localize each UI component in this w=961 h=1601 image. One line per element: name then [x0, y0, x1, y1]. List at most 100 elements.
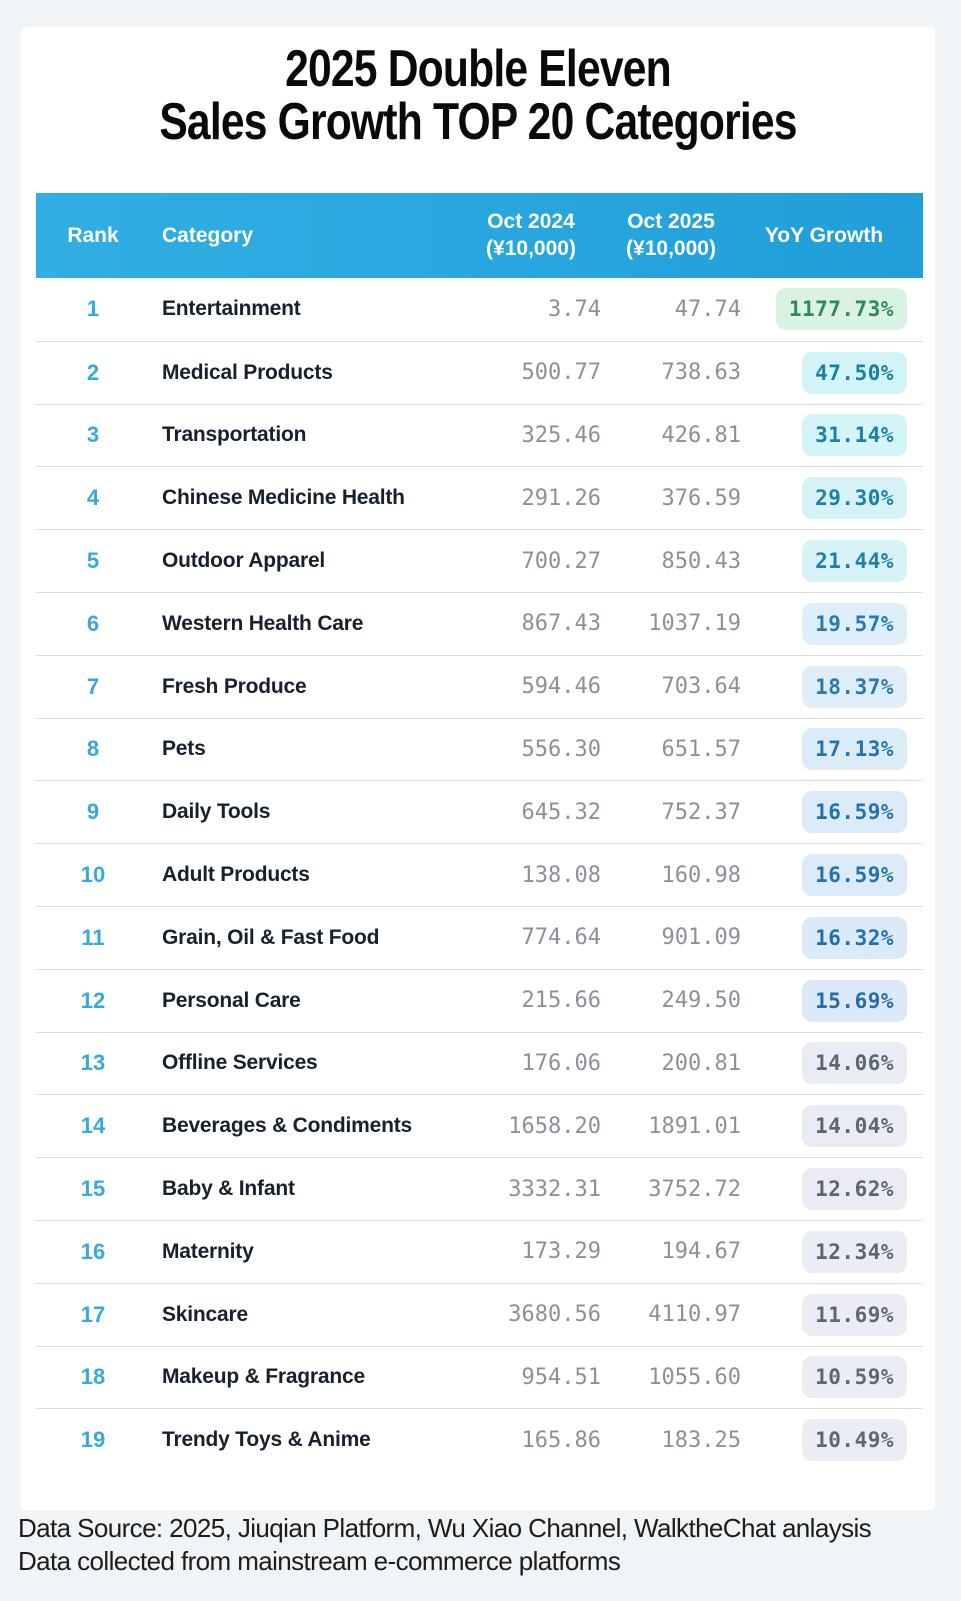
- category-cell: Grain, Oil & Fast Food: [162, 925, 380, 949]
- yoy-growth-cell: 17.13%: [741, 728, 923, 771]
- sales-growth-table: Rank Category Oct 2024 (¥10,000) Oct 202…: [36, 193, 923, 1471]
- oct-2025-value-cell: 850.43: [661, 548, 741, 574]
- table-row: 18 Makeup & Fragrance 954.51 1055.60 10.…: [36, 1345, 923, 1409]
- rank-cell: 9: [86, 799, 100, 825]
- oct-2024-value-cell: 176.06: [521, 1050, 601, 1076]
- rank-cell: 14: [80, 1113, 106, 1139]
- oct-2024-value-cell: 165.86: [521, 1427, 601, 1453]
- oct-2025-value-cell: 426.81: [661, 422, 741, 448]
- oct-2025-value-cell: 47.74: [674, 296, 741, 322]
- rank-cell: 10: [80, 862, 106, 888]
- table-row: 15 Baby & Infant 3332.31 3752.72 12.62%: [36, 1157, 923, 1220]
- oct-2025-value-cell: 1037.19: [648, 611, 741, 637]
- table-header-row: Rank Category Oct 2024 (¥10,000) Oct 202…: [36, 193, 923, 278]
- oct-2025-value-cell: 651.57: [661, 736, 741, 762]
- yoy-growth-cell: 21.44%: [741, 540, 923, 583]
- growth-badge: 18.37%: [802, 665, 907, 708]
- oct-2024-value-cell: 3.74: [548, 296, 601, 322]
- yoy-growth-cell: 1177.73%: [741, 288, 923, 331]
- growth-badge: 21.44%: [802, 540, 907, 583]
- oct-2024-value-cell: 700.27: [521, 548, 601, 574]
- oct-2025-value-cell: 200.81: [661, 1050, 741, 1076]
- growth-badge: 11.69%: [802, 1293, 907, 1336]
- table-row: 12 Personal Care 215.66 249.50 15.69%: [36, 968, 923, 1032]
- rank-cell: 17: [80, 1301, 106, 1327]
- rank-cell: 4: [86, 485, 100, 511]
- oct-2024-value-cell: 774.64: [521, 925, 601, 951]
- category-cell: Outdoor Apparel: [162, 549, 326, 573]
- rank-cell: 7: [86, 673, 100, 699]
- column-header-oct-2025: Oct 2025 (¥10,000): [626, 210, 716, 260]
- growth-badge: 16.59%: [802, 791, 907, 834]
- growth-badge: 16.59%: [802, 854, 907, 897]
- rank-cell: 15: [80, 1176, 106, 1202]
- oct-2024-value-cell: 3680.56: [508, 1302, 601, 1328]
- category-cell: Daily Tools: [162, 800, 271, 824]
- column-header-category: Category: [162, 223, 254, 247]
- table-row: 13 Offline Services 176.06 200.81 14.06%: [36, 1031, 923, 1095]
- oct-2024-value-cell: 500.77: [521, 360, 601, 386]
- title-line-2: Sales Growth TOP 20 Categories: [159, 93, 797, 151]
- oct-2025-value-cell: 160.98: [661, 862, 741, 888]
- category-cell: Maternity: [162, 1239, 254, 1263]
- category-cell: Entertainment: [162, 297, 301, 321]
- rank-cell: 11: [81, 924, 105, 950]
- category-cell: Makeup & Fragrance: [162, 1365, 365, 1389]
- table-row: 9 Daily Tools 645.32 752.37 16.59%: [36, 780, 923, 843]
- rank-cell: 18: [80, 1364, 106, 1390]
- oct-2024-value-cell: 215.66: [521, 988, 601, 1014]
- oct-2024-value-cell: 1658.20: [508, 1113, 601, 1139]
- category-cell: Transportation: [162, 423, 307, 447]
- yoy-growth-cell: 15.69%: [741, 979, 923, 1022]
- rank-cell: 6: [86, 610, 100, 636]
- table-row: 17 Skincare 3680.56 4110.97 11.69%: [36, 1282, 923, 1346]
- growth-badge: 16.32%: [802, 916, 907, 959]
- table-row: 11 Grain, Oil & Fast Food 774.64 901.09 …: [36, 905, 923, 969]
- yoy-growth-cell: 16.32%: [741, 916, 923, 959]
- oct-2024-value-cell: 556.30: [521, 736, 601, 762]
- page-title: 2025 Double Eleven Sales Growth TOP 20 C…: [21, 27, 935, 149]
- category-cell: Adult Products: [162, 863, 310, 887]
- oct-2025-value-cell: 249.50: [661, 988, 741, 1014]
- oct-2025-value-cell: 738.63: [661, 360, 741, 386]
- table-row: 10 Adult Products 138.08 160.98 16.59%: [36, 843, 923, 906]
- infographic-card: 2025 Double Eleven Sales Growth TOP 20 C…: [21, 27, 935, 1510]
- yoy-growth-cell: 29.30%: [741, 477, 923, 520]
- yoy-growth-cell: 18.37%: [741, 665, 923, 708]
- growth-badge: 19.57%: [802, 602, 907, 645]
- category-cell: Pets: [162, 737, 206, 761]
- category-cell: Medical Products: [162, 360, 333, 384]
- growth-badge: 31.14%: [802, 414, 907, 457]
- table-row: 3 Transportation 325.46 426.81 31.14%: [36, 403, 923, 467]
- category-cell: Baby & Infant: [162, 1177, 295, 1201]
- table-row: 14 Beverages & Condiments 1658.20 1891.0…: [36, 1094, 923, 1157]
- oct-2025-value-cell: 3752.72: [648, 1176, 741, 1202]
- oct-2025-value-cell: 1891.01: [648, 1113, 741, 1139]
- column-header-rank: Rank: [67, 223, 119, 247]
- table-row: 6 Western Health Care 867.43 1037.19 19.…: [36, 591, 923, 655]
- growth-badge: 47.50%: [802, 351, 907, 394]
- category-cell: Chinese Medicine Health: [162, 486, 405, 510]
- yoy-growth-cell: 47.50%: [741, 351, 923, 394]
- oct-2024-value-cell: 867.43: [521, 611, 601, 637]
- rank-cell: 2: [86, 359, 100, 385]
- yoy-growth-cell: 12.62%: [741, 1168, 923, 1211]
- category-cell: Fresh Produce: [162, 674, 307, 698]
- growth-badge: 10.59%: [802, 1356, 907, 1399]
- oct-2024-value-cell: 173.29: [521, 1239, 601, 1265]
- rank-cell: 19: [80, 1427, 106, 1453]
- oct-2025-value-cell: 901.09: [661, 925, 741, 951]
- yoy-growth-cell: 12.34%: [741, 1230, 923, 1273]
- table-body: 1 Entertainment 3.74 47.74 1177.73% 2 Me…: [36, 278, 923, 1471]
- table-row: 16 Maternity 173.29 194.67 12.34%: [36, 1219, 923, 1283]
- category-cell: Skincare: [162, 1302, 248, 1326]
- rank-cell: 8: [86, 736, 100, 762]
- category-cell: Personal Care: [162, 988, 301, 1012]
- growth-badge: 17.13%: [802, 728, 907, 771]
- growth-badge: 29.30%: [802, 477, 907, 520]
- oct-2024-value-cell: 325.46: [521, 422, 601, 448]
- table-row: 2 Medical Products 500.77 738.63 47.50%: [36, 340, 923, 404]
- oct-2025-value-cell: 4110.97: [648, 1302, 741, 1328]
- oct-2025-value-cell: 703.64: [661, 674, 741, 700]
- table-row: 8 Pets 556.30 651.57 17.13%: [36, 717, 923, 781]
